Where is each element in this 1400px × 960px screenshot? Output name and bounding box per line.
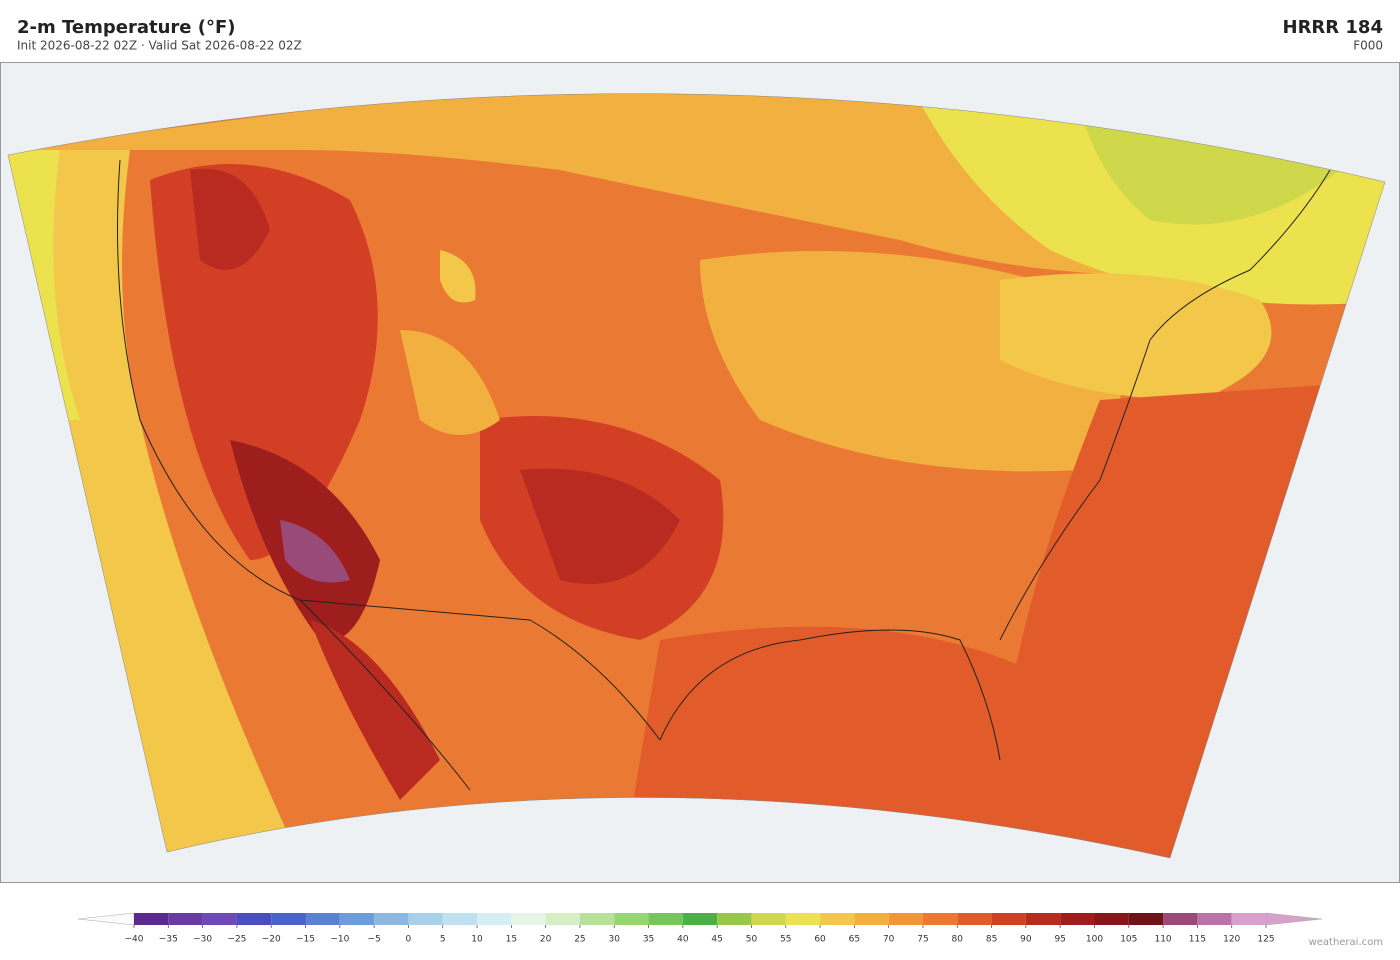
colorbar-tick-label: 60	[814, 935, 826, 945]
colorbar-tick-label: 80	[952, 935, 964, 945]
colorbar-tick-label: −40	[125, 935, 144, 945]
colorbar-bin	[236, 913, 272, 925]
colorbar-tick-label: −15	[296, 935, 315, 945]
colorbar-bin	[374, 913, 409, 925]
colorbar-bin	[751, 913, 786, 925]
colorbar-bin	[648, 913, 683, 925]
colorbar-bin	[991, 913, 1026, 925]
colorbar-tick-label: 65	[849, 935, 860, 945]
colorbar-tick-label: −30	[193, 935, 212, 945]
colorbar-tick-label: 105	[1120, 935, 1137, 945]
domain-outline	[7, 93, 1386, 859]
colorbar-tick-label: −5	[367, 935, 380, 945]
colorbar-tick-label: 120	[1223, 935, 1240, 945]
colorbar-bin	[168, 913, 203, 925]
colorbar-bin	[1197, 913, 1232, 925]
colorbar-tick-label: 100	[1086, 935, 1103, 945]
colorbar-bin	[1025, 913, 1061, 925]
colorbar-bin	[408, 913, 443, 925]
colorbar-tick-label: 110	[1154, 935, 1171, 945]
colorbar-bin	[1128, 913, 1164, 925]
colorbar-bin	[614, 913, 649, 925]
colorbar-tick-label: 90	[1020, 935, 1032, 945]
colorbar-bin	[545, 913, 580, 925]
colorbar-bin	[957, 913, 992, 925]
subtitle: Init 2026-08-22 02Z · Valid Sat 2026-08-…	[17, 39, 302, 53]
colorbar-tick-label: −25	[227, 935, 246, 945]
credit: weatherai.com	[1309, 937, 1383, 948]
colorbar-bin	[854, 913, 889, 925]
colorbar-bin	[477, 913, 512, 925]
colorbar-tick-label: 30	[609, 935, 621, 945]
title: 2-m Temperature (°F)	[17, 17, 236, 38]
colorbar-tick-label: 20	[540, 935, 552, 945]
colorbar-tick-label: 0	[406, 935, 412, 945]
colorbar-bin	[1060, 913, 1095, 925]
colorbar-tick-label: 45	[711, 935, 722, 945]
colorbar-tick-label: 125	[1257, 935, 1274, 945]
colorbar-tick-label: 75	[917, 935, 928, 945]
colorbar-bin	[820, 913, 855, 925]
colorbar-tick-label: 15	[506, 935, 517, 945]
colorbar-tick-label: 50	[746, 935, 758, 945]
colorbar-bin	[785, 913, 821, 925]
colorbar-bin	[1094, 913, 1129, 925]
colorbar-bin	[442, 913, 478, 925]
colorbar-tick-label: −20	[262, 935, 281, 945]
colorbar-extend-high	[1265, 912, 1323, 926]
colorbar-bin	[682, 913, 718, 925]
colorbar-bin	[579, 913, 615, 925]
colorbar-bin	[1231, 913, 1266, 925]
colorbar-tick-label: −10	[330, 935, 349, 945]
colorbar-bin	[271, 913, 306, 925]
colorbar-tick-label: 85	[986, 935, 997, 945]
colorbar-tick-label: 35	[643, 935, 654, 945]
colorbar-bin	[511, 913, 546, 925]
colorbar-tick-label: 25	[574, 935, 585, 945]
colorbar-extend-low	[77, 912, 135, 926]
colorbar-bin	[922, 913, 958, 925]
colorbar-bin	[339, 913, 375, 925]
colorbar: −40 −35 −30 −25 −20 −15 −10 −5 0 5 10 15 20 25 30 35 40 4…	[77, 912, 1323, 945]
colorbar-tick-label: 40	[677, 935, 689, 945]
colorbar-tick-label: 10	[471, 935, 483, 945]
forecast-hour: F000	[1353, 39, 1383, 53]
colorbar-bin	[305, 913, 340, 925]
coastline	[117, 159, 1331, 791]
colorbar-bin	[888, 913, 923, 925]
model-label: HRRR 184	[1283, 17, 1384, 38]
colorbar-tick-label: 115	[1189, 935, 1206, 945]
colorbar-bin	[134, 913, 169, 925]
colorbar-tick-label: 5	[440, 935, 446, 945]
colorbar-bin	[202, 913, 237, 925]
colorbar-tick-label: −35	[159, 935, 178, 945]
colorbar-tick-label: 55	[780, 935, 791, 945]
colorbar-tick-label: 95	[1054, 935, 1065, 945]
temperature-field	[8, 93, 1385, 859]
colorbar-bin	[717, 913, 752, 925]
colorbar-bin	[1163, 913, 1198, 925]
colorbar-tick-label: 70	[883, 935, 895, 945]
